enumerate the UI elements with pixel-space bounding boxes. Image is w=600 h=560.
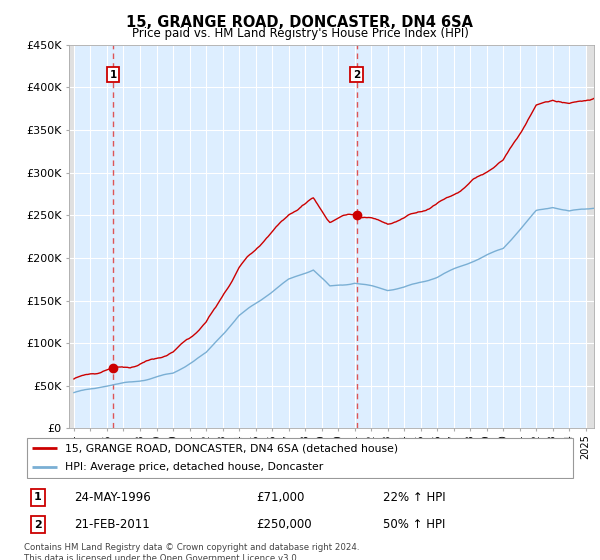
Text: 15, GRANGE ROAD, DONCASTER, DN4 6SA: 15, GRANGE ROAD, DONCASTER, DN4 6SA (127, 15, 473, 30)
Text: Price paid vs. HM Land Registry's House Price Index (HPI): Price paid vs. HM Land Registry's House … (131, 27, 469, 40)
FancyBboxPatch shape (27, 438, 573, 478)
Bar (586, 45, 594, 428)
Text: 22% ↑ HPI: 22% ↑ HPI (383, 491, 445, 504)
Text: 21-FEB-2011: 21-FEB-2011 (74, 518, 149, 531)
Text: 2: 2 (353, 69, 360, 80)
Text: HPI: Average price, detached house, Doncaster: HPI: Average price, detached house, Donc… (65, 463, 323, 473)
Text: Contains HM Land Registry data © Crown copyright and database right 2024.
This d: Contains HM Land Registry data © Crown c… (24, 543, 359, 560)
Text: £71,000: £71,000 (256, 491, 304, 504)
Text: 24-MAY-1996: 24-MAY-1996 (74, 491, 151, 504)
Text: 50% ↑ HPI: 50% ↑ HPI (383, 518, 445, 531)
Text: 1: 1 (110, 69, 117, 80)
Text: £250,000: £250,000 (256, 518, 311, 531)
Text: 1: 1 (34, 492, 41, 502)
Bar (69, 45, 74, 428)
Text: 15, GRANGE ROAD, DONCASTER, DN4 6SA (detached house): 15, GRANGE ROAD, DONCASTER, DN4 6SA (det… (65, 443, 398, 453)
Text: 2: 2 (34, 520, 41, 530)
